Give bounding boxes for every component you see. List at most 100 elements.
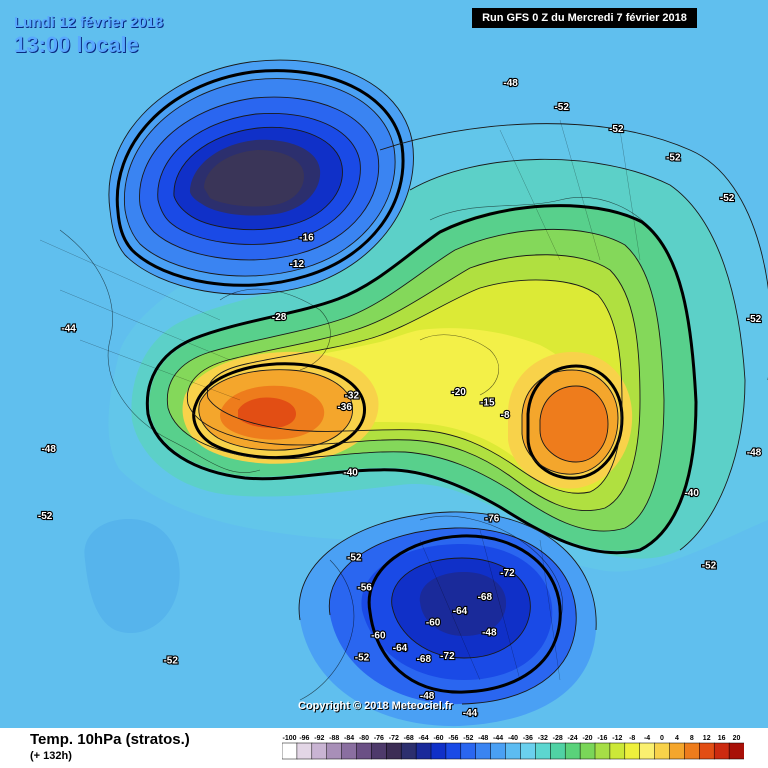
contour-label: -48 bbox=[420, 691, 435, 702]
scale-tick-label: -40 bbox=[508, 735, 518, 742]
contour-label: -48 bbox=[41, 444, 56, 455]
scale-swatch bbox=[400, 742, 417, 760]
warm-pool-west-core bbox=[238, 397, 296, 428]
contour-label: -15 bbox=[480, 397, 495, 408]
scale-tick-label: 12 bbox=[703, 735, 711, 742]
scale-swatch bbox=[564, 742, 581, 760]
copyright-notice: Copyright © 2018 Meteociel.fr bbox=[298, 700, 453, 712]
scale-tick-label: -44 bbox=[493, 735, 503, 742]
scale-swatch bbox=[535, 742, 551, 760]
scale-tick-label: -24 bbox=[568, 735, 578, 742]
scale-swatch bbox=[505, 742, 521, 760]
scale-tick-label: -52 bbox=[463, 735, 473, 742]
vortex-south-core bbox=[419, 572, 507, 636]
scale-tick-label: -88 bbox=[329, 735, 339, 742]
contour-label: -48 bbox=[482, 627, 497, 638]
scale-tick-label: -92 bbox=[314, 735, 324, 742]
scale-tick-label: -12 bbox=[612, 735, 622, 742]
scale-swatch bbox=[654, 742, 671, 760]
contour-label: -52 bbox=[347, 553, 362, 564]
graticule bbox=[39, 119, 641, 681]
scale-swatch bbox=[669, 742, 685, 760]
contour-label: -72 bbox=[440, 651, 455, 662]
scale-tick-label: -4 bbox=[644, 735, 650, 742]
contour-label: -60 bbox=[426, 617, 441, 628]
scale-swatch bbox=[445, 742, 462, 760]
contour-label: -12 bbox=[290, 259, 305, 270]
contour-label: -52 bbox=[554, 102, 569, 113]
contour-label: -52 bbox=[702, 560, 717, 571]
lead-time: (+ 132h) bbox=[30, 750, 72, 762]
scale-swatch bbox=[296, 742, 313, 760]
scale-tick-label: -64 bbox=[419, 735, 429, 742]
scale-swatch bbox=[386, 742, 402, 760]
contour-label: -76 bbox=[485, 514, 500, 525]
scale-tick-label: 0 bbox=[660, 735, 664, 742]
contour-ridge-outer-bold bbox=[145, 204, 698, 555]
scale-tick-label: -48 bbox=[478, 735, 488, 742]
contour-label: -56 bbox=[357, 583, 372, 594]
scale-swatch bbox=[371, 742, 387, 760]
scale-swatch bbox=[684, 742, 700, 760]
scale-swatch bbox=[490, 742, 507, 760]
scale-tick-label: -56 bbox=[448, 735, 458, 742]
scale-tick-label: -100 bbox=[282, 735, 296, 742]
scale-swatch bbox=[311, 742, 328, 760]
contour-label: -8 bbox=[501, 410, 510, 421]
contour-label: -52 bbox=[609, 124, 624, 135]
contour-label: -44 bbox=[61, 324, 76, 335]
contour-label: -52 bbox=[355, 653, 370, 664]
contour-east-bold bbox=[526, 364, 624, 480]
scale-swatch bbox=[609, 742, 626, 760]
scale-tick-label: -36 bbox=[523, 735, 533, 742]
contour-label: -28 bbox=[272, 312, 287, 323]
valid-date: Lundi 12 février 2018 bbox=[14, 14, 164, 31]
contour-label: -44 bbox=[463, 708, 478, 719]
scale-swatch bbox=[460, 742, 477, 760]
scale-swatch bbox=[699, 742, 715, 760]
scale-swatch bbox=[728, 742, 744, 760]
contour-label: -32 bbox=[345, 391, 360, 402]
contour-label: -56 bbox=[393, 643, 408, 654]
scale-tick-label: -60 bbox=[433, 735, 443, 742]
contour-label: -48 bbox=[747, 448, 762, 459]
scale-tick-label: 8 bbox=[690, 735, 694, 742]
contour-label: -40 bbox=[684, 488, 699, 499]
scale-swatch bbox=[341, 742, 358, 760]
scale-swatch bbox=[415, 742, 432, 760]
scale-tick-label: -72 bbox=[389, 735, 399, 742]
scale-swatch bbox=[326, 742, 343, 760]
temperature-map: -76-72-68-64-60-56-52-48-44-40-56-48-52-… bbox=[0, 0, 768, 728]
scale-swatch bbox=[624, 742, 641, 760]
scale-tick-label: 20 bbox=[733, 735, 741, 742]
warm-pool-east-inner bbox=[540, 386, 608, 462]
scale-tick-label: -16 bbox=[597, 735, 607, 742]
contour-label: -52 bbox=[163, 655, 178, 666]
contour-label: -52 bbox=[38, 511, 53, 522]
scale-tick-label: 16 bbox=[718, 735, 726, 742]
contour-label: -20 bbox=[451, 387, 466, 398]
color-scale: -100 -96 -92 -88 -84 -80 -76 -72 -68 -64 -60 -56 -52… bbox=[282, 735, 744, 760]
scale-swatch bbox=[713, 742, 730, 760]
valid-time: 13:00 locale bbox=[14, 32, 139, 57]
thin-contours bbox=[108, 59, 768, 705]
scale-tick-label: -28 bbox=[553, 735, 563, 742]
contour-label: -60 bbox=[371, 630, 386, 641]
contour-label: -40 bbox=[343, 468, 358, 479]
scale-tick-label: -80 bbox=[359, 735, 369, 742]
scale-swatch bbox=[356, 742, 372, 760]
contour-label: -72 bbox=[500, 568, 515, 579]
contour-label: -52 bbox=[666, 153, 681, 164]
contour-west-bold bbox=[192, 362, 366, 460]
scale-swatch bbox=[430, 742, 447, 760]
contour-label: -52 bbox=[720, 193, 735, 204]
scale-tick-label: -68 bbox=[404, 735, 414, 742]
contour-label: -56 bbox=[702, 560, 717, 571]
scale-swatch bbox=[639, 742, 656, 760]
scale-tick-label: -76 bbox=[374, 735, 384, 742]
scale-swatch bbox=[282, 742, 298, 760]
scale-tick-label: -8 bbox=[629, 735, 635, 742]
scale-swatch bbox=[475, 742, 492, 760]
scale-tick-label: -84 bbox=[344, 735, 354, 742]
